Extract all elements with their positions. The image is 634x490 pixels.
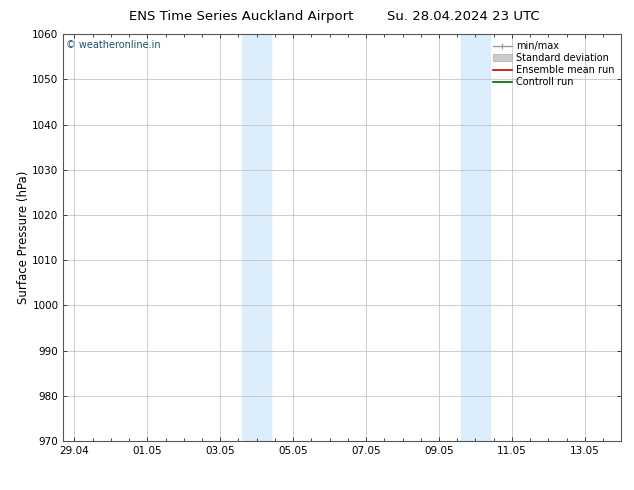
Bar <box>461 34 476 441</box>
Legend: min/max, Standard deviation, Ensemble mean run, Controll run: min/max, Standard deviation, Ensemble me… <box>491 39 616 89</box>
Text: © weatheronline.in: © weatheronline.in <box>66 40 161 50</box>
Text: ENS Time Series Auckland Airport: ENS Time Series Auckland Airport <box>129 10 353 23</box>
Bar <box>242 34 257 441</box>
Bar <box>257 34 271 441</box>
Y-axis label: Surface Pressure (hPa): Surface Pressure (hPa) <box>16 171 30 304</box>
Text: Su. 28.04.2024 23 UTC: Su. 28.04.2024 23 UTC <box>387 10 539 23</box>
Bar <box>476 34 490 441</box>
